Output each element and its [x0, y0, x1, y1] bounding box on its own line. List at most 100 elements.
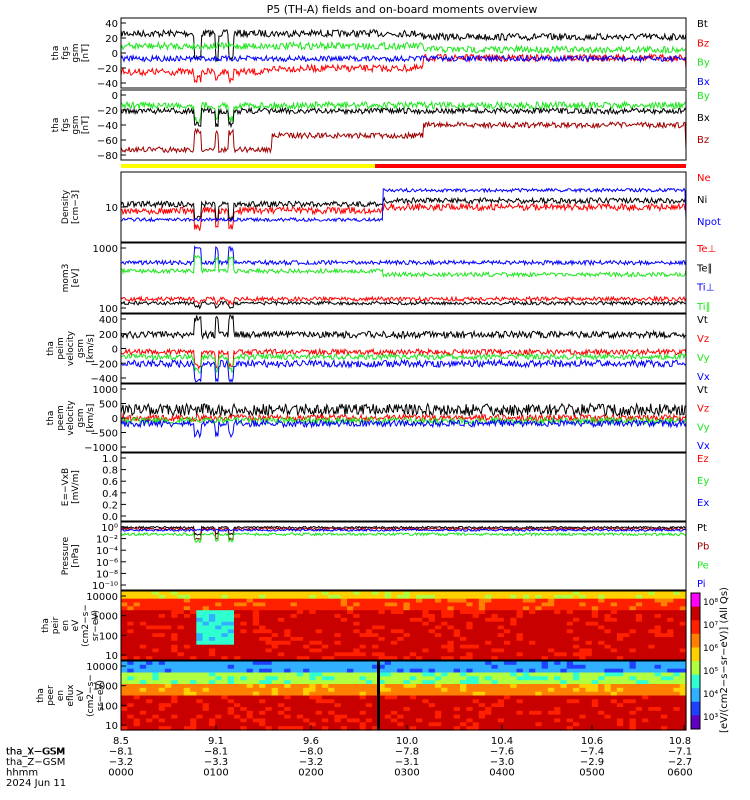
- spectrogram-cell: [629, 648, 637, 653]
- spectrogram-cell: [604, 699, 612, 704]
- spectrogram-cell: [623, 640, 631, 646]
- spectrogram-cell: [240, 718, 248, 723]
- spectrogram-cell: [491, 629, 499, 634]
- spectrogram-cell: [290, 668, 298, 674]
- spectrogram-cell: [202, 664, 210, 670]
- spectrogram-cell: [284, 695, 292, 700]
- spectrogram-cell: [554, 629, 562, 634]
- spectrogram-cell: [372, 617, 379, 623]
- spectrogram-cell: [353, 629, 361, 634]
- spectrogram-cell: [466, 652, 474, 657]
- spectrogram-cell: [353, 699, 361, 704]
- spectrogram-cell: [208, 672, 216, 677]
- spectrogram-cell: [246, 718, 254, 723]
- y-axis-label: en: [61, 620, 71, 631]
- spectrogram-cell: [579, 695, 587, 700]
- spectrogram-cell: [359, 672, 367, 677]
- series-line-Vz: [120, 347, 687, 370]
- spectrogram-cell: [648, 633, 656, 638]
- spectrogram-cell: [554, 695, 562, 700]
- spectrogram-cell: [422, 661, 430, 666]
- spectrogram-cell: [516, 699, 524, 704]
- spectrogram-cell: [340, 714, 348, 720]
- spectrogram-cell: [516, 722, 524, 727]
- spectrogram-cell: [309, 621, 317, 627]
- spectrogram-cell: [541, 710, 549, 716]
- spectrogram-cell: [466, 640, 474, 646]
- spectrogram-cell: [303, 703, 310, 708]
- spectrogram-cell: [290, 644, 298, 650]
- spectrogram-cell: [573, 594, 580, 600]
- spectrogram-cell: [221, 718, 229, 723]
- spectrogram-cell: [635, 661, 643, 666]
- spectrogram-cell: [240, 707, 248, 712]
- spectrogram-cell: [384, 676, 392, 681]
- spectrogram-cell: [503, 664, 511, 670]
- spectrogram-cell: [610, 668, 618, 674]
- spectrogram-cell: [453, 661, 461, 666]
- spectrogram-cell: [441, 606, 449, 611]
- spectrogram-cell: [246, 629, 254, 634]
- spectrogram-cell: [183, 598, 191, 604]
- y-tick-label: −40: [97, 121, 118, 132]
- spectrogram-cell: [522, 629, 530, 634]
- spectrogram-cell: [635, 598, 643, 604]
- spectrogram-cell: [478, 676, 486, 681]
- spectrogram-cell: [390, 714, 398, 720]
- spectrogram-cell: [139, 621, 147, 627]
- spectrogram-cell: [635, 703, 643, 708]
- spectrogram-cell: [221, 676, 229, 681]
- spectrogram-cell: [347, 617, 354, 623]
- spectrogram-cell: [447, 714, 455, 720]
- spectrogram-cell: [390, 652, 398, 657]
- spectrogram-cell: [397, 718, 405, 723]
- spectrogram-cell: [227, 661, 235, 666]
- spectrogram-cell: [673, 687, 681, 693]
- spectrogram-cell: [321, 699, 329, 704]
- spectrogram-cell: [585, 644, 593, 650]
- spectrogram-cell: [246, 703, 254, 708]
- spectrogram-cell: [390, 637, 398, 642]
- spectrogram-cell: [390, 625, 398, 630]
- spectrogram-cell: [648, 637, 656, 642]
- spectrogram-cell: [535, 591, 543, 596]
- spectrogram-cell: [171, 722, 179, 727]
- spectrogram-cell: [529, 598, 536, 604]
- spectrogram-cell: [522, 691, 530, 697]
- spectrogram-cell: [460, 680, 467, 685]
- spectrogram-cell: [277, 648, 285, 653]
- spectrogram-cell: [397, 710, 405, 716]
- spectrogram-cell: [491, 614, 499, 619]
- spectrogram-cell: [334, 661, 342, 666]
- spectrogram-cell: [127, 691, 135, 697]
- spectrogram-cell: [315, 687, 323, 693]
- spectrogram-cell: [503, 676, 511, 681]
- spectrogram-cell: [196, 668, 204, 674]
- spectrogram-cell: [202, 691, 210, 697]
- spectrogram-cell: [447, 672, 455, 677]
- spectrogram-cell: [139, 691, 147, 697]
- spectrogram-cell: [127, 699, 135, 704]
- spectrogram-cell: [560, 610, 568, 615]
- legend-By: By: [697, 91, 710, 102]
- spectrogram-cell: [560, 633, 568, 638]
- spectrogram-cell: [359, 621, 367, 627]
- spectrogram-cell: [585, 687, 593, 693]
- spectrogram-cell: [334, 714, 342, 720]
- spectrogram-cell: [535, 714, 543, 720]
- spectrogram-cell: [164, 652, 172, 657]
- spectrogram-cell: [447, 718, 455, 723]
- spectrogram-cell: [208, 710, 216, 716]
- spectrogram-cell: [183, 680, 191, 685]
- spectrogram-cell: [579, 610, 587, 615]
- spectrogram-cell: [573, 591, 580, 596]
- spectrogram-cell: [196, 710, 204, 716]
- spectrogram-cell: [598, 591, 605, 596]
- spectrogram-cell: [365, 672, 373, 677]
- spectrogram-cell: [441, 703, 449, 708]
- spectrogram-cell: [271, 648, 279, 653]
- series-line-Pe: [120, 531, 687, 543]
- spectrogram-cell: [296, 703, 304, 708]
- spectrogram-cell: [328, 722, 336, 727]
- spectrogram-cell: [234, 637, 241, 642]
